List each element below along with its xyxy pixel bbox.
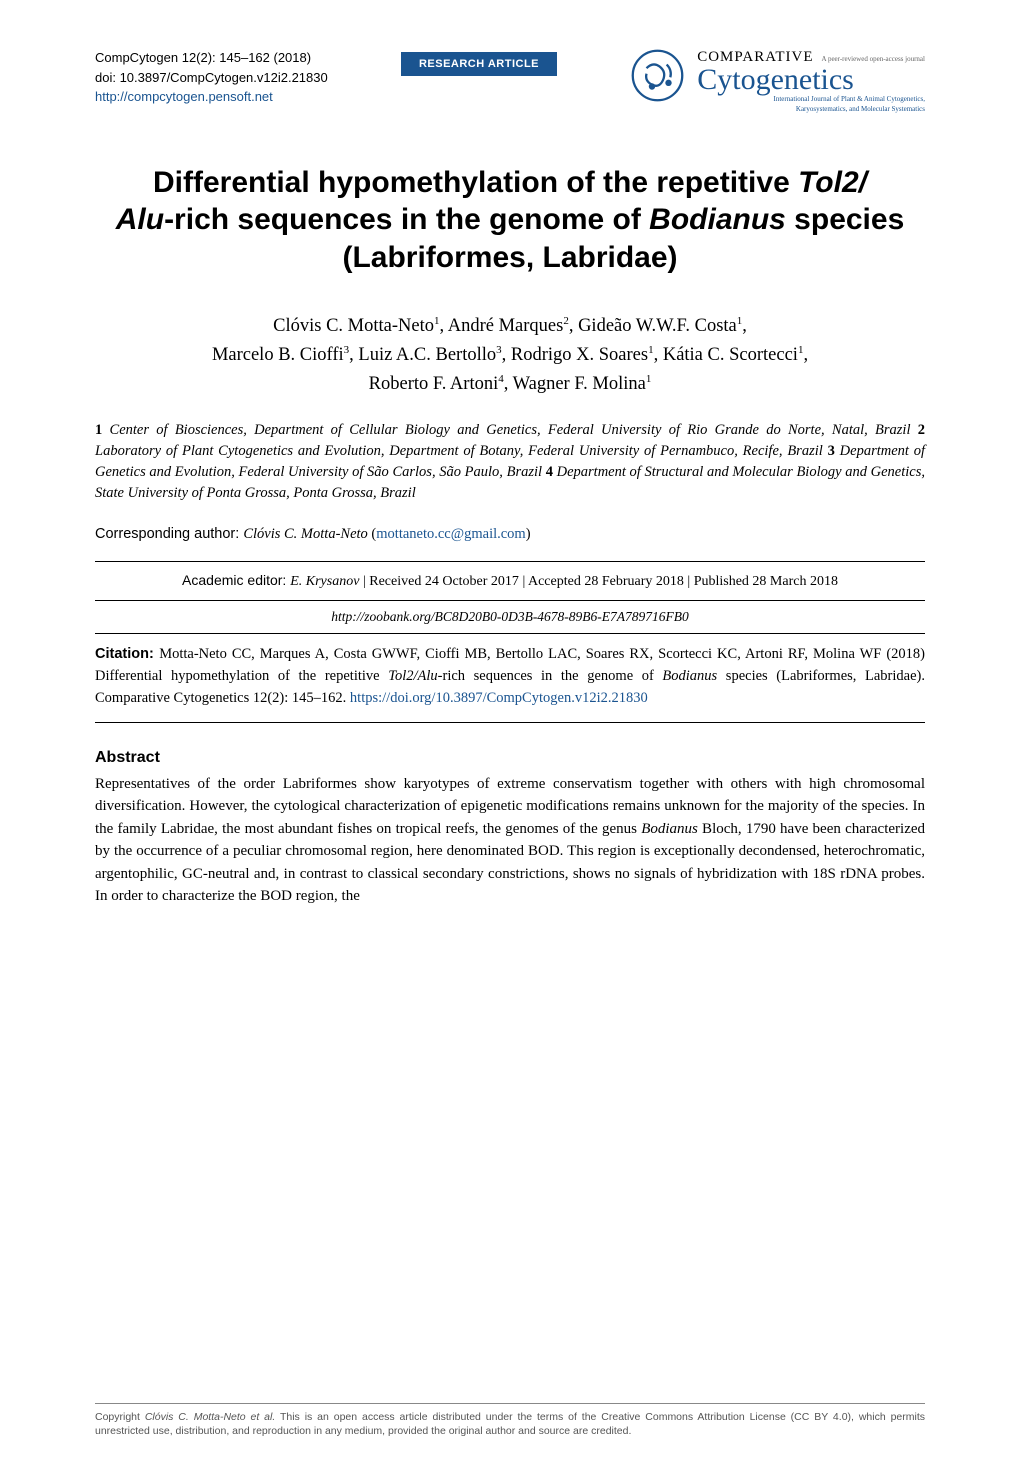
title-text: species xyxy=(786,203,904,236)
article-title: Differential hypomethylation of the repe… xyxy=(95,164,925,277)
title-italic: Alu xyxy=(116,203,164,236)
affil-number: 1 xyxy=(95,422,102,438)
open-access-note: A peer-reviewed open-access journal xyxy=(822,55,925,63)
editorial-dates: Academic editor: E. Krysanov | Received … xyxy=(95,562,925,600)
affiliations-block: 1 Center of Biosciences, Department of C… xyxy=(95,420,925,504)
author-name: Gideão W.W.F. Costa xyxy=(578,316,737,336)
doi-text: doi: 10.3897/CompCytogen.v12i2.21830 xyxy=(95,68,328,88)
author-affil-sup: 3 xyxy=(344,344,350,356)
accepted-date: Accepted 28 February 2018 xyxy=(528,574,684,589)
author-affil-sup: 1 xyxy=(798,344,804,356)
corresponding-label: Corresponding author: xyxy=(95,526,243,542)
received-date: Received 24 October 2017 xyxy=(369,574,519,589)
affil-text: Center of Biosciences, Department of Cel… xyxy=(110,422,918,438)
corresponding-name: Clóvis C. Motta-Neto xyxy=(243,526,367,542)
journal-subtitle-1: International Journal of Plant & Animal … xyxy=(697,95,925,103)
copyright-footer: Copyright Clóvis C. Motta-Neto et al. Th… xyxy=(95,1403,925,1439)
affil-number: 3 xyxy=(828,443,835,459)
journal-citation: CompCytogen 12(2): 145–162 (2018) xyxy=(95,48,328,68)
affil-text: Laboratory of Plant Cytogenetics and Evo… xyxy=(95,443,828,459)
affil-number: 4 xyxy=(546,464,553,480)
zoobank-id: http://zoobank.org/BC8D20B0-0D3B-4678-89… xyxy=(95,601,925,633)
author-affil-sup: 1 xyxy=(434,315,440,327)
header-meta: CompCytogen 12(2): 145–162 (2018) doi: 1… xyxy=(95,48,328,107)
author-affil-sup: 1 xyxy=(646,372,652,384)
author-affil-sup: 1 xyxy=(737,315,743,327)
title-italic: Tol2/ xyxy=(798,166,867,199)
article-type-badge: RESEARCH ARTICLE xyxy=(401,52,557,76)
separator: | xyxy=(519,574,528,589)
author-affil-sup: 1 xyxy=(648,344,654,356)
separator: | xyxy=(359,574,369,589)
academic-editor-name: E. Krysanov xyxy=(290,574,359,589)
author-list: Clóvis C. Motta-Neto1, André Marques2, G… xyxy=(95,312,925,398)
title-text: -rich sequences in the genome of xyxy=(164,203,649,236)
author-name: Kátia C. Scortecci xyxy=(663,345,798,365)
divider xyxy=(95,722,925,723)
author-name: Roberto F. Artoni xyxy=(369,374,499,394)
title-italic: Bodianus xyxy=(649,203,786,236)
author-affil-sup: 3 xyxy=(496,344,502,356)
paren-open: ( xyxy=(368,526,376,542)
journal-title-block: COMPARATIVE A peer-reviewed open-access … xyxy=(697,48,925,114)
abstract-heading: Abstract xyxy=(95,749,925,767)
abstract-italic: Bodianus xyxy=(641,821,698,837)
citation-italic: Bodianus xyxy=(662,668,717,684)
citation-block: Citation: Motta-Neto CC, Marques A, Cost… xyxy=(95,634,925,721)
citation-label: Citation: xyxy=(95,646,159,662)
author-name: Marcelo B. Cioffi xyxy=(212,345,344,365)
author-name: Wagner F. Molina xyxy=(513,374,646,394)
copyright-label: Copyright xyxy=(95,1411,145,1423)
journal-subtitle-2: Karyosystematics, and Molecular Systemat… xyxy=(697,105,925,113)
author-affil-sup: 4 xyxy=(498,372,504,384)
title-text: (Labriformes, Labridae) xyxy=(342,241,677,274)
title-text: Differential hypomethylation of the repe… xyxy=(153,166,798,199)
journal-logo-icon xyxy=(630,48,685,103)
author-affil-sup: 2 xyxy=(563,315,569,327)
citation-italic: Tol2/Alu- xyxy=(388,668,442,684)
author-name: Luiz A.C. Bertollo xyxy=(358,345,496,365)
abstract-body: Representatives of the order Labriformes… xyxy=(95,773,925,908)
citation-doi-link[interactable]: https://doi.org/10.3897/CompCytogen.v12i… xyxy=(350,690,648,706)
academic-editor-label: Academic editor: xyxy=(182,572,290,588)
citation-text: rich sequences in the genome of xyxy=(442,668,662,684)
copyright-holder: Clóvis C. Motta-Neto et al. xyxy=(145,1411,275,1423)
corresponding-author: Corresponding author: Clóvis C. Motta-Ne… xyxy=(95,526,925,543)
separator: | xyxy=(684,574,694,589)
corresponding-email-link[interactable]: mottaneto.cc@gmail.com xyxy=(376,526,525,542)
paren-close: ) xyxy=(526,526,531,542)
journal-branding: COMPARATIVE A peer-reviewed open-access … xyxy=(630,48,925,114)
author-name: Rodrigo X. Soares xyxy=(511,345,648,365)
page-header: CompCytogen 12(2): 145–162 (2018) doi: 1… xyxy=(95,48,925,114)
affil-number: 2 xyxy=(918,422,925,438)
published-date: Published 28 March 2018 xyxy=(694,574,838,589)
author-name: André Marques xyxy=(448,316,564,336)
author-name: Clóvis C. Motta-Neto xyxy=(273,316,434,336)
journal-url[interactable]: http://compcytogen.pensoft.net xyxy=(95,87,328,107)
cytogenetics-word: Cytogenetics xyxy=(697,66,925,93)
